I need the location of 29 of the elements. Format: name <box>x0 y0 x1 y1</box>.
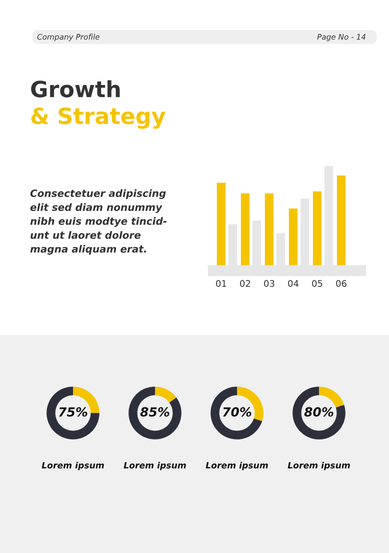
text: Growth <box>31 80 120 98</box>
donut-slice <box>292 386 346 440</box>
donut-slice <box>155 386 176 403</box>
donut-slice <box>128 386 182 440</box>
bar <box>264 193 274 266</box>
x-tick-label: 03 <box>264 280 274 287</box>
bar <box>240 193 250 266</box>
x-tick-label: 01 <box>216 280 226 287</box>
text: Lorem ipsum <box>42 462 104 470</box>
x-tick-label: 04 <box>288 280 298 287</box>
text: 85% <box>140 407 170 417</box>
text: & Strategy <box>31 107 166 129</box>
text: 75% <box>59 407 88 417</box>
text: 70% <box>223 407 252 417</box>
donut-slice <box>46 386 100 440</box>
x-tick-label: 05 <box>312 280 322 287</box>
bar <box>216 182 226 266</box>
donut-slice <box>319 386 344 408</box>
bar <box>288 208 298 266</box>
text: Lorem ipsum <box>124 462 186 470</box>
x-tick-label: 06 <box>336 280 346 287</box>
text: Consectetuer adipiscing elit sed diam nonummy nibh euis modtye tincid- unt ut laoret dolore magna aliquam erat. <box>30 189 167 255</box>
text: Lorem ipsum <box>288 462 350 470</box>
bar <box>312 191 322 266</box>
text: 80% <box>304 407 334 417</box>
text: Lorem ipsum <box>206 462 268 470</box>
bar <box>336 176 346 266</box>
donut-slice <box>210 386 262 440</box>
x-tick-label: 02 <box>240 280 250 287</box>
